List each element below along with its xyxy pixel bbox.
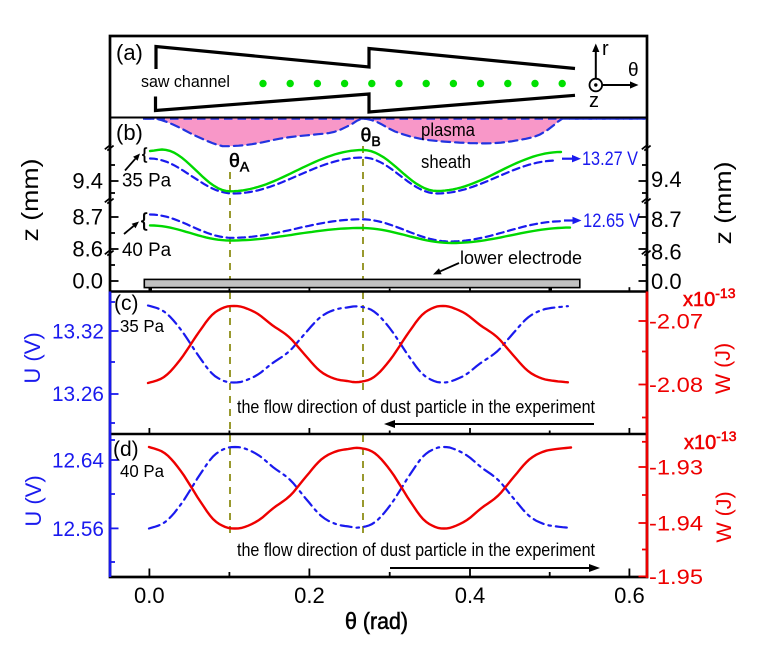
svg-text:40 Pa: 40 Pa — [122, 240, 171, 261]
svg-text:-2.08: -2.08 — [649, 373, 703, 397]
svg-text:-2.07: -2.07 — [649, 310, 703, 334]
svg-text:the flow direction of dust par: the flow direction of dust particle in t… — [237, 397, 595, 417]
svg-text:13.32: 13.32 — [52, 321, 104, 344]
svg-text:saw channel: saw channel — [141, 72, 230, 91]
svg-text:-1.95: -1.95 — [649, 565, 703, 589]
svg-text:8.7: 8.7 — [651, 207, 682, 232]
svg-text:{: { — [141, 211, 148, 232]
svg-text:(a): (a) — [116, 40, 143, 65]
svg-text:40 Pa: 40 Pa — [120, 461, 164, 481]
svg-text:the flow direction of dust par: the flow direction of dust particle in t… — [237, 540, 595, 560]
svg-text:U (V): U (V) — [20, 332, 45, 383]
svg-text:0.0: 0.0 — [651, 269, 682, 294]
svg-text:-1.93: -1.93 — [649, 456, 703, 480]
svg-text:z (mm): z (mm) — [17, 159, 43, 242]
svg-text:r: r — [602, 38, 609, 60]
svg-text:sheath: sheath — [421, 152, 471, 172]
svg-text:lower electrode: lower electrode — [460, 247, 582, 268]
svg-text:8.6: 8.6 — [72, 237, 103, 262]
svg-text:plasma: plasma — [421, 120, 476, 140]
svg-text:θ: θ — [628, 60, 639, 81]
svg-text:9.4: 9.4 — [72, 169, 103, 194]
svg-text:{: { — [142, 146, 147, 163]
svg-text:W (J): W (J) — [712, 491, 736, 542]
svg-text:θ (rad): θ (rad) — [345, 608, 408, 634]
svg-text:0.6: 0.6 — [614, 583, 645, 608]
svg-text:13.26: 13.26 — [52, 383, 104, 406]
svg-text:z: z — [589, 90, 599, 112]
svg-text:(c): (c) — [114, 292, 139, 315]
svg-text:(d): (d) — [113, 438, 139, 461]
svg-text:z (mm): z (mm) — [710, 162, 736, 245]
svg-text:0.4: 0.4 — [455, 583, 486, 608]
svg-text:12.56: 12.56 — [52, 518, 104, 541]
svg-text:0.2: 0.2 — [294, 583, 325, 608]
svg-text:0.0: 0.0 — [134, 583, 165, 608]
svg-text:W (J): W (J) — [711, 343, 735, 394]
svg-text:U (V): U (V) — [21, 475, 46, 526]
svg-text:13.27 V: 13.27 V — [582, 148, 638, 170]
svg-text:8.7: 8.7 — [72, 205, 103, 230]
svg-text:35 Pa: 35 Pa — [120, 316, 164, 336]
svg-text:x10-13: x10-13 — [683, 285, 736, 311]
svg-text:0.0: 0.0 — [72, 269, 103, 294]
svg-text:9.4: 9.4 — [651, 167, 682, 192]
svg-text:(b): (b) — [116, 120, 143, 145]
svg-text:12.65 V: 12.65 V — [583, 210, 640, 232]
svg-text:12.64: 12.64 — [52, 449, 104, 472]
svg-text:8.6: 8.6 — [651, 240, 682, 265]
svg-text:-1.94: -1.94 — [649, 512, 703, 536]
svg-text:35 Pa: 35 Pa — [122, 171, 171, 192]
